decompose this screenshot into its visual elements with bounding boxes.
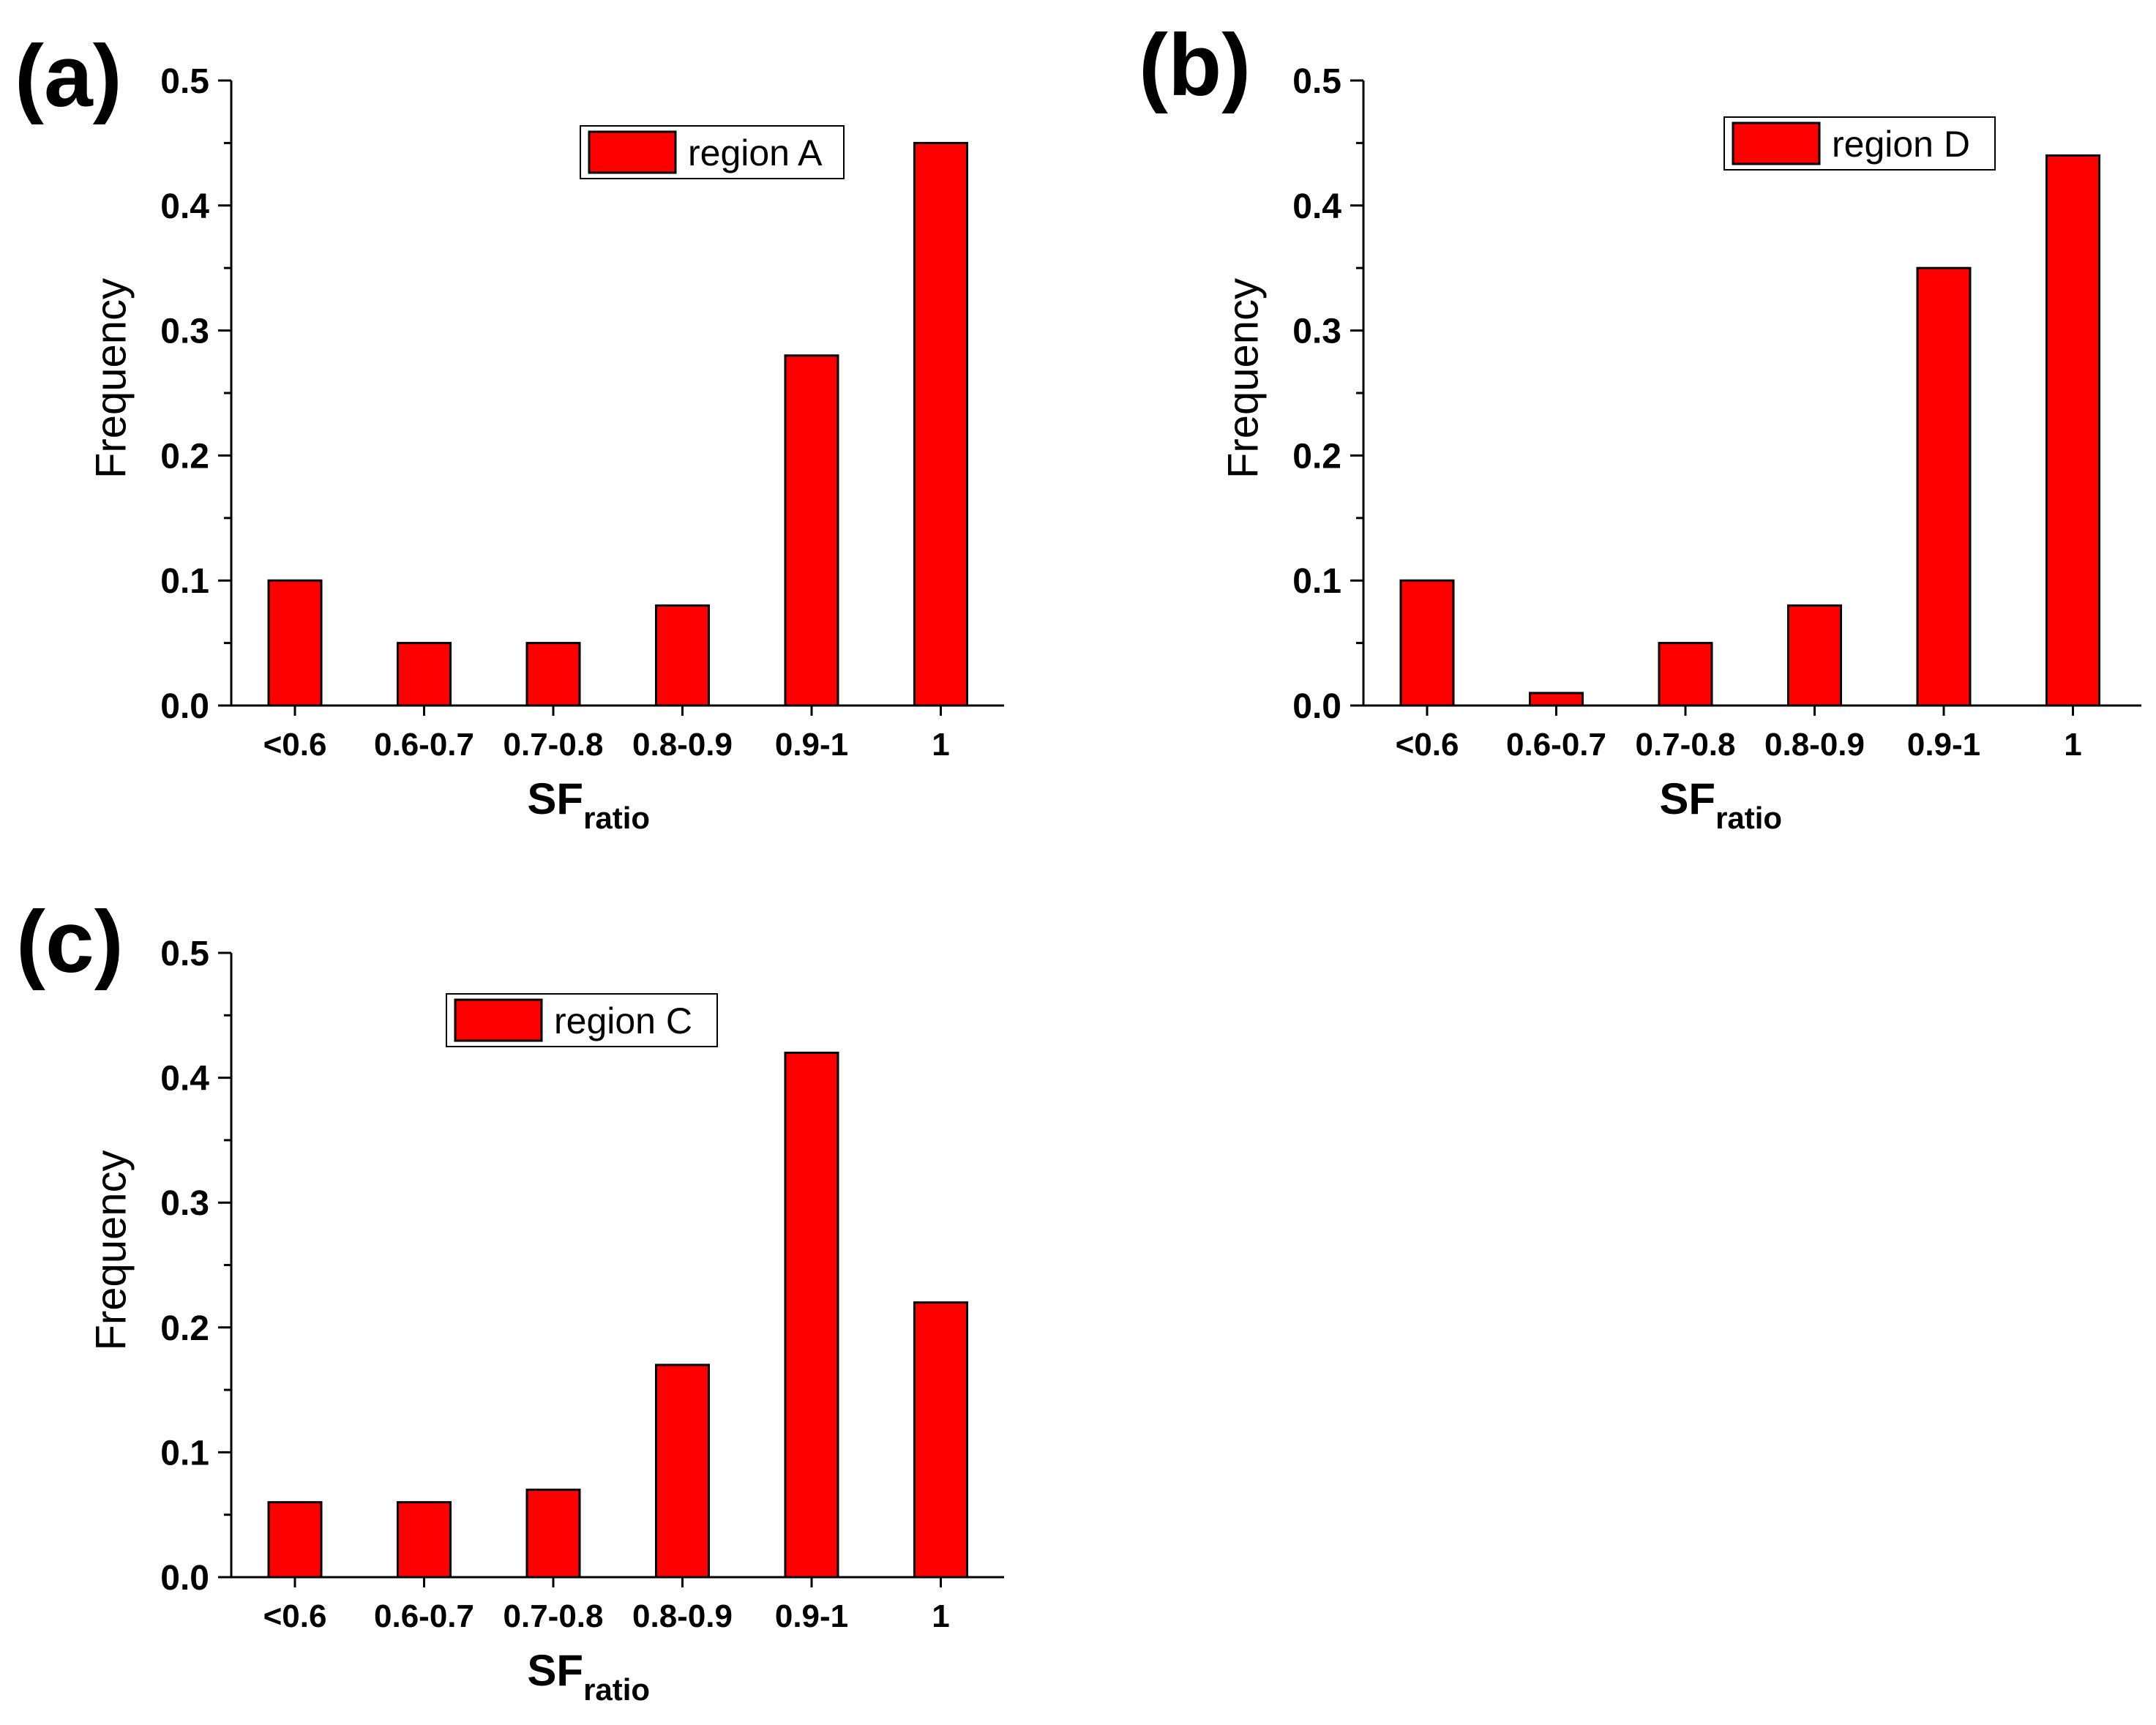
x-tick-label: 1 xyxy=(932,1598,949,1634)
bar-a-4 xyxy=(784,354,839,707)
x-axis-label-subscript: ratio xyxy=(583,801,650,835)
y-axis-label: Frequency xyxy=(87,278,135,479)
x-axis-label: SFratio xyxy=(527,774,650,835)
legend-swatch xyxy=(588,130,677,174)
x-tick-label: 0.9-1 xyxy=(775,1598,848,1634)
x-axis-label: SFratio xyxy=(527,1646,650,1707)
panel-label: (c) xyxy=(16,893,124,991)
bar-c-0 xyxy=(267,1501,323,1579)
x-tick-label: 1 xyxy=(932,727,949,763)
x-tick-label: <0.6 xyxy=(263,727,327,763)
y-tick-label: 0.0 xyxy=(160,1559,209,1598)
x-tick-label: 0.6-0.7 xyxy=(1506,727,1606,763)
x-tick-label: 0.6-0.7 xyxy=(374,727,474,763)
x-tick-label: 0.7-0.8 xyxy=(1636,727,1736,763)
x-tick-label: 0.9-1 xyxy=(1907,727,1980,763)
x-tick-label: <0.6 xyxy=(1396,727,1459,763)
y-axis-label: Frequency xyxy=(87,1150,135,1350)
y-tick-label: 0.0 xyxy=(160,687,209,726)
bar-a-1 xyxy=(397,642,452,707)
bar-c-1 xyxy=(397,1501,452,1579)
x-axis-label-subscript: ratio xyxy=(583,1672,650,1707)
y-tick-label: 0.5 xyxy=(1292,62,1341,101)
bar-a-0 xyxy=(267,579,323,707)
x-tick-label: 0.6-0.7 xyxy=(374,1598,474,1634)
bar-b-3 xyxy=(1787,604,1842,707)
x-tick-label: 0.9-1 xyxy=(775,727,848,763)
y-tick-label: 0.3 xyxy=(160,313,209,351)
x-axis-label-main: SF xyxy=(1659,774,1715,823)
x-axis-label-main: SF xyxy=(527,1646,583,1695)
bar-a-2 xyxy=(525,642,581,707)
bar-b-4 xyxy=(1916,266,1972,707)
bar-b-2 xyxy=(1658,642,1713,707)
y-tick-label: 0.2 xyxy=(1292,437,1341,476)
y-tick-label: 0.4 xyxy=(160,1060,209,1099)
bar-c-3 xyxy=(655,1363,710,1579)
bar-c-2 xyxy=(525,1489,581,1579)
y-tick-label: 0.5 xyxy=(160,62,209,101)
x-tick-label: 0.7-0.8 xyxy=(504,727,604,763)
y-tick-label: 0.3 xyxy=(160,1184,209,1223)
y-axis-label: Frequency xyxy=(1219,278,1267,479)
bar-b-0 xyxy=(1399,579,1455,707)
y-tick-label: 0.5 xyxy=(160,935,209,973)
y-tick-label: 0.1 xyxy=(160,562,209,601)
bar-a-5 xyxy=(913,141,968,707)
bar-b-1 xyxy=(1529,692,1584,707)
y-tick-label: 0.3 xyxy=(1292,313,1341,351)
y-tick-label: 0.0 xyxy=(1292,687,1341,726)
panel-label: (b) xyxy=(1139,16,1251,114)
chart-panel-c: (c) <0.6 0.6-0.7 0.7-0.8 0.8-0.9 0.9-1 1 0.0 0.1… xyxy=(16,893,1004,1707)
x-tick-label: <0.6 xyxy=(263,1598,327,1634)
y-tick-label: 0.4 xyxy=(160,187,209,226)
x-tick-label: 0.8-0.9 xyxy=(632,1598,733,1634)
legend-swatch xyxy=(1732,121,1821,165)
bar-c-5 xyxy=(913,1301,968,1579)
x-tick-label: 1 xyxy=(2064,727,2081,763)
chart-panel-b: (b) <0.6 0.6-0.7 0.7-0.8 0.8-0.9 0.9-1 1 0.0 0.1… xyxy=(1139,16,2141,835)
y-tick-label: 0.1 xyxy=(1292,562,1341,601)
bar-a-3 xyxy=(655,604,710,707)
bar-b-5 xyxy=(2045,154,2100,707)
legend-label: region D xyxy=(1832,124,1970,165)
y-tick-label: 0.2 xyxy=(160,1309,209,1348)
legend-label: region C xyxy=(554,1000,692,1041)
x-tick-label: 0.8-0.9 xyxy=(1764,727,1865,763)
legend-label: region A xyxy=(688,132,823,173)
chart-panel-a: (a) <0.6 0.6-0.7 0.7-0.8 0.8-0.9 0.9-1 1 0.0 0.1… xyxy=(15,27,1004,835)
x-tick-label: 0.8-0.9 xyxy=(632,727,733,763)
x-axis-label-main: SF xyxy=(527,774,583,823)
y-tick-label: 0.2 xyxy=(160,437,209,476)
x-axis-label: SFratio xyxy=(1659,774,1782,835)
y-tick-label: 0.1 xyxy=(160,1434,209,1473)
panel-label: (a) xyxy=(15,27,122,125)
bar-c-4 xyxy=(784,1051,839,1579)
x-tick-label: 0.7-0.8 xyxy=(504,1598,604,1634)
legend-swatch xyxy=(454,998,543,1042)
y-tick-label: 0.4 xyxy=(1292,187,1341,226)
x-axis-label-subscript: ratio xyxy=(1715,801,1782,835)
